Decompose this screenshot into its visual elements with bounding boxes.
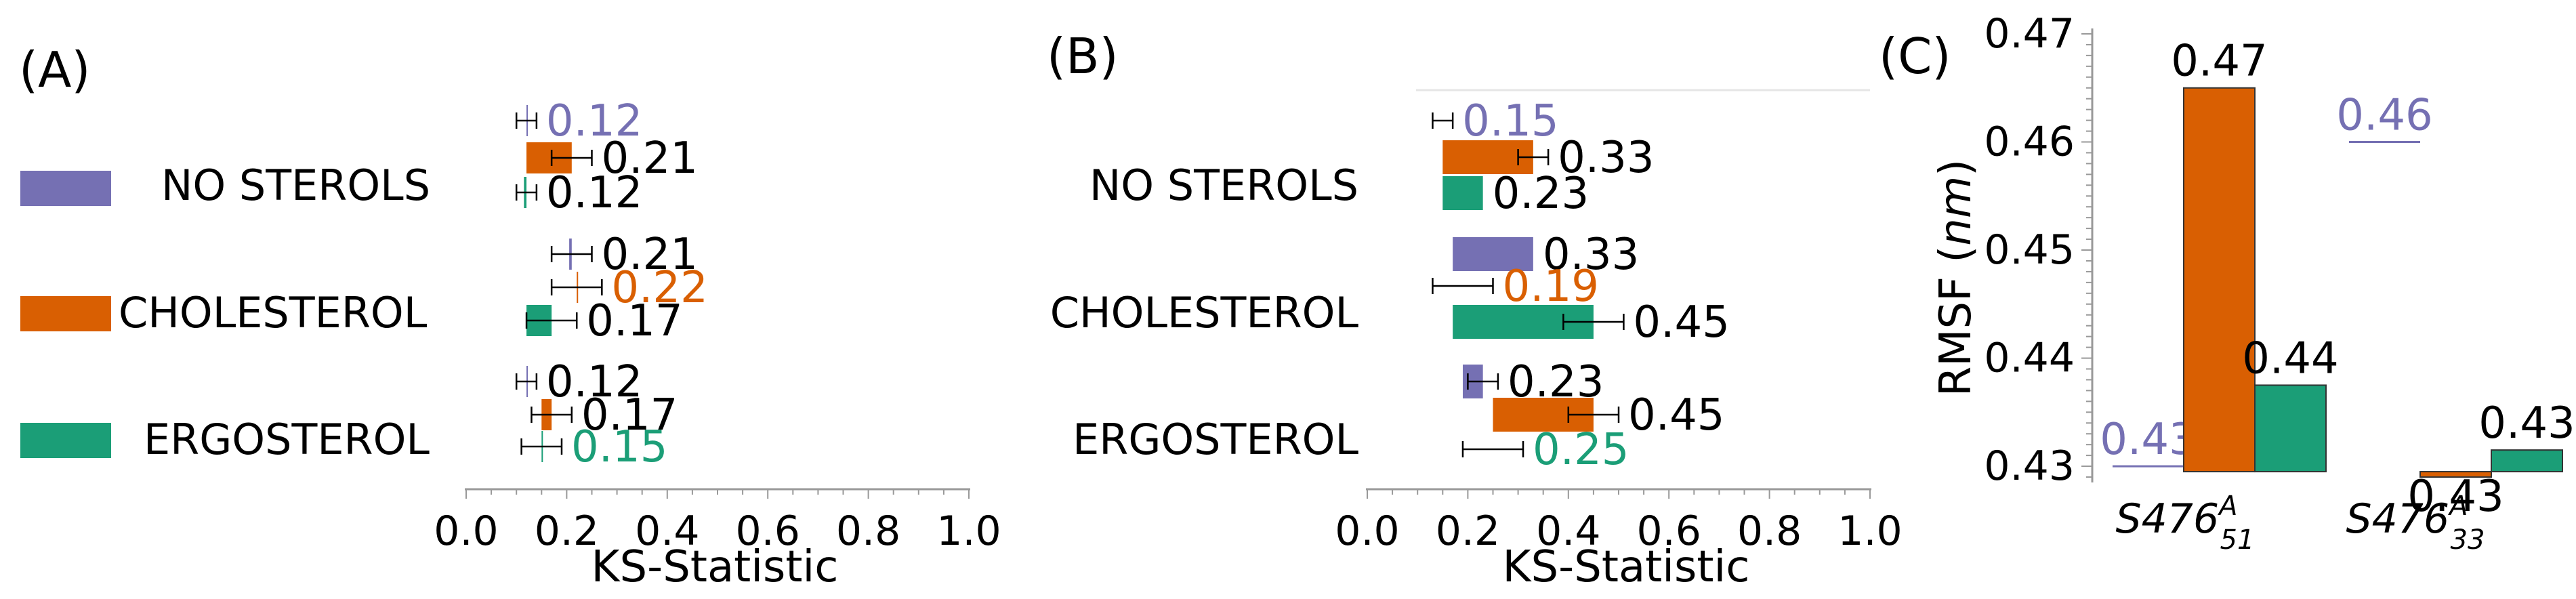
panel-c-ylabel-prefix: RMSF (	[1931, 246, 1981, 396]
panel-c-y-tick-label: 0.47	[1984, 10, 2075, 58]
panel-a-bar-cholesterol-no-sterols-value-label: 0.21	[602, 230, 699, 280]
panel-b-xlabel: KS-Statistic	[1503, 542, 1750, 592]
panel-a-x-tick-label: 0.8	[836, 508, 900, 555]
legend-swatch-cholesterol	[20, 296, 111, 331]
panel-b-bar-no-sterols-ergosterol	[1442, 176, 1483, 210]
panel-b-chart: 0.0 0.2 0.4 0.6 0.8 1.00.150.330.230.330.190.…	[1335, 96, 1902, 555]
panel-b-bar-cholesterol-cholesterol-value-label: 0.19	[1503, 262, 1600, 312]
panel-c-ylabel-unit: nm	[1931, 176, 1981, 246]
panel-c-bar-s476-33-a-cholesterol	[2419, 471, 2492, 478]
panel-b-x-tick-label: 0.8	[1737, 508, 1802, 555]
panel-a-bar-ergosterol-ergosterol-value-label: 0.15	[571, 422, 668, 472]
legend-swatch-no-sterols	[20, 171, 111, 206]
panel-b-bar-ergosterol-ergosterol-value-label: 0.25	[1533, 425, 1629, 475]
panel-b-bar-cholesterol-ergosterol-value-label: 0.45	[1633, 297, 1730, 348]
panel-c-bar-s476-33-a-ergosterol-value-label: 0.43	[2478, 398, 2575, 449]
panel-b-bar-no-sterols-ergosterol-value-label: 0.23	[1493, 169, 1590, 219]
panel-a-bar-no-sterols-ergosterol-value-label: 0.12	[546, 168, 643, 218]
panel-a-xlabel: KS-Statistic	[591, 542, 839, 592]
legend-swatch-ergosterol	[20, 423, 111, 458]
panel-a-bar-no-sterols-cholesterol-value-label: 0.21	[602, 133, 699, 184]
panel-a-bar-cholesterol-cholesterol-value-label: 0.22	[611, 263, 708, 313]
panel-a-bar-no-sterols-no-sterols-value-label: 0.12	[546, 96, 643, 146]
panel-b-bar-no-sterols-no-sterols-value-label: 0.15	[1462, 96, 1559, 146]
panel-b-x-tick-label: 1.0	[1837, 508, 1902, 555]
legend: NO STEROLS CHOLESTEROL ERGOSTEROL	[20, 161, 430, 464]
legend-label-no-sterols: NO STEROLS	[161, 161, 430, 210]
panel-c-xtick-group-2: S476A 33	[2346, 491, 2485, 556]
panel-c-y-tick-label: 0.46	[1984, 119, 2075, 166]
panel-c-bar-s476-51-a-ergosterol	[2254, 384, 2327, 473]
panel-a-x-tick-label: 0.4	[635, 508, 699, 555]
panel-c-bar-s476-33-a-no-sterols-value-label: 0.46	[2336, 91, 2433, 141]
panel-b-x-tick-label: 0.0	[1335, 508, 1399, 555]
panel-c-bar-s476-51-a-cholesterol	[2183, 87, 2256, 473]
panel-c-bar-s476-51-a-no-sterols-value-label: 0.43	[2100, 415, 2197, 465]
panel-b-x-tick-label: 0.6	[1636, 508, 1701, 555]
panel-a-x-tick-label: 0.2	[535, 508, 599, 555]
panel-b-category-ergosterol: ERGOSTEROL	[1073, 415, 1358, 464]
panel-b-category-cholesterol: CHOLESTEROL	[1050, 288, 1359, 337]
panel-c-bar-s476-51-a-cholesterol-value-label: 0.47	[2171, 37, 2268, 87]
panel-c-bar-s476-51-a-ergosterol-value-label: 0.44	[2242, 333, 2339, 384]
panel-c-chart: 0.43 0.44 0.45 0.46 0.47 0.43 0.47 0.44 0.46 0.43…	[1984, 10, 2575, 522]
panel-c-y-tick-label: 0.43	[1984, 442, 2075, 490]
panel-a-x-tick-label: 1.0	[936, 508, 1001, 555]
panel-b-category-no-sterols: NO STEROLS	[1089, 161, 1358, 210]
panel-a-x-tick-label: 0.0	[434, 508, 498, 555]
panel-b-x-tick-label: 0.2	[1436, 508, 1500, 555]
panel-a-bar-cholesterol-ergosterol-value-label: 0.17	[586, 296, 683, 346]
panel-a-bar-ergosterol-no-sterols-value-label: 0.12	[546, 357, 643, 407]
legend-label-ergosterol: ERGOSTEROL	[144, 415, 430, 464]
panel-c-y-tick-label: 0.44	[1984, 335, 2075, 382]
panel-b-label: (B)	[1047, 28, 1119, 85]
panel-a-x-tick-label: 0.6	[735, 508, 799, 555]
panel-a-bar-ergosterol-cholesterol-value-label: 0.17	[581, 390, 678, 440]
legend-label-cholesterol: CHOLESTEROL	[119, 288, 428, 337]
panel-b-x-tick-label: 0.4	[1536, 508, 1600, 555]
panel-c-bar-s476-33-a-ergosterol	[2491, 449, 2563, 473]
panel-c-xtick-group-1: S476A 51	[2116, 491, 2255, 556]
panel-a-label: (A)	[19, 41, 90, 98]
panel-c-bar-s476-33-a-cholesterol-value-label: 0.43	[2407, 472, 2504, 522]
panel-b-bar-ergosterol-cholesterol-value-label: 0.45	[1628, 390, 1725, 440]
panel-b-bar-no-sterols-cholesterol-value-label: 0.33	[1558, 133, 1655, 183]
panel-c-y-tick-label: 0.45	[1984, 226, 2075, 274]
panel-b-bar-cholesterol-no-sterols-value-label: 0.33	[1543, 230, 1640, 280]
panel-c-ylabel: RMSF (nm)	[1931, 159, 1981, 396]
panel-c-label: (C)	[1879, 28, 1951, 85]
panel-a-chart: 0.0 0.2 0.4 0.6 0.8 1.00.120.210.120.210.220.…	[434, 96, 1001, 555]
panel-c-ylabel-suffix: )	[1931, 159, 1981, 176]
panel-b-bar-cholesterol-no-sterols	[1453, 237, 1533, 271]
